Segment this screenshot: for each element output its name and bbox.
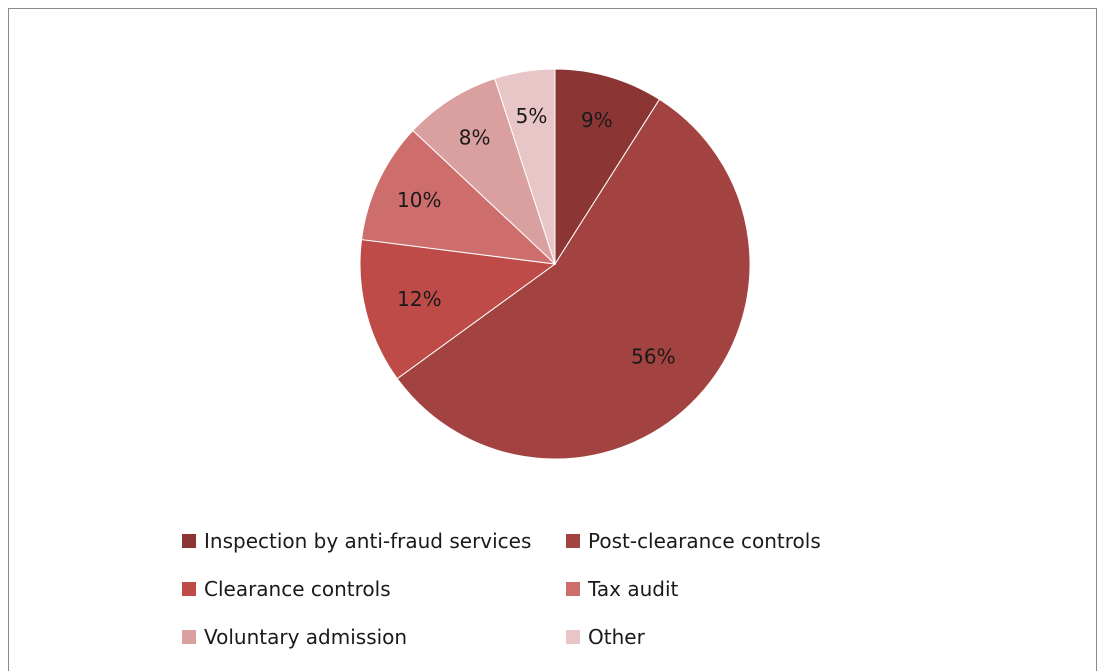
legend-item-tax-audit: Tax audit xyxy=(566,577,866,601)
data-label-voluntary-admission: 8% xyxy=(459,125,491,149)
data-label-inspection-by-anti-fraud-services: 9% xyxy=(581,108,613,132)
legend-swatch xyxy=(566,582,580,596)
legend-label: Other xyxy=(588,625,645,649)
pie-slice-post-clearance-controls xyxy=(396,98,751,460)
legend-label: Inspection by anti-fraud services xyxy=(204,529,532,553)
data-label-post-clearance-controls: 56% xyxy=(631,344,675,368)
legend-swatch xyxy=(566,534,580,548)
pie-slice-inspection-by-anti-fraud-services xyxy=(554,68,661,266)
data-label-tax-audit: 10% xyxy=(397,188,441,212)
legend-item-inspection-by-anti-fraud-services: Inspection by anti-fraud services xyxy=(182,529,566,553)
legend-label: Post-clearance controls xyxy=(588,529,821,553)
pie-slice-clearance-controls xyxy=(359,239,557,380)
legend-item-clearance-controls: Clearance controls xyxy=(182,577,566,601)
chart-legend: Inspection by anti-fraud services Post-cl… xyxy=(182,529,882,649)
legend-label: Voluntary admission xyxy=(204,625,408,649)
legend-item-other: Other xyxy=(566,625,866,649)
legend-item-post-clearance-controls: Post-clearance controls xyxy=(566,529,866,553)
pie-slice-voluntary-admission xyxy=(412,77,556,265)
legend-swatch xyxy=(182,534,196,548)
pie-slice-other xyxy=(494,68,556,265)
data-label-clearance-controls: 12% xyxy=(397,287,441,311)
data-label-other: 5% xyxy=(516,104,548,128)
legend-swatch xyxy=(182,630,196,644)
pie-data-labels: 9% 56% 12% 10% 8% 5% xyxy=(397,104,676,369)
pie-chart: 9% 56% 12% 10% 8% 5% xyxy=(359,68,751,460)
legend-swatch xyxy=(566,630,580,644)
legend-label: Tax audit xyxy=(588,577,679,601)
chart-area: 9% 56% 12% 10% 8% 5% Inspection by anti-fraud… xyxy=(8,8,1097,671)
legend-item-voluntary-admission: Voluntary admission xyxy=(182,625,566,649)
pie-slice-tax-audit xyxy=(360,129,557,265)
legend-swatch xyxy=(182,582,196,596)
legend-label: Clearance controls xyxy=(204,577,391,601)
pie-slices xyxy=(359,68,751,460)
